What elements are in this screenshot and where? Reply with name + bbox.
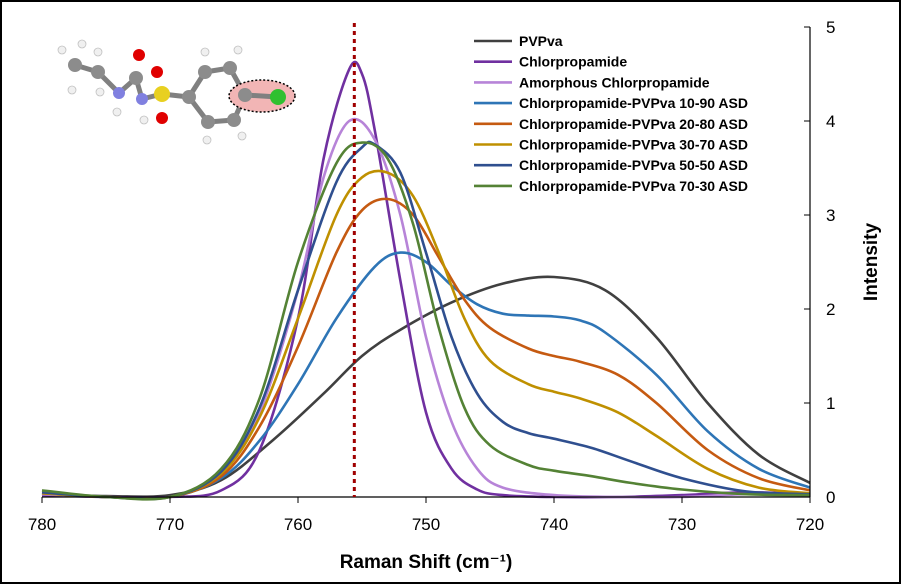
y-tick-label: 0 bbox=[826, 488, 835, 507]
legend-label: Chlorpropamide-PVPva 10-90 ASD bbox=[519, 95, 748, 111]
series-line-6 bbox=[41, 169, 811, 501]
carbon-atom bbox=[91, 65, 105, 79]
y-tick-label: 4 bbox=[826, 112, 835, 131]
x-tick-label: 750 bbox=[412, 515, 440, 534]
x-tick-label: 720 bbox=[796, 515, 824, 534]
legend-label: Chlorpropamide-PVPva 50-50 ASD bbox=[519, 157, 748, 173]
series-line-3 bbox=[41, 117, 811, 501]
carbon-atom bbox=[201, 115, 215, 129]
molecule-inset bbox=[57, 39, 296, 145]
carbon-atom bbox=[198, 65, 212, 79]
sulfur-atom bbox=[154, 86, 170, 102]
carbon-atom bbox=[223, 61, 237, 75]
carbon-atom bbox=[238, 88, 252, 102]
x-tick-label: 740 bbox=[540, 515, 568, 534]
carbon-atom bbox=[129, 71, 143, 85]
y-axis-title: Intensity bbox=[861, 223, 882, 302]
y-tick-label: 3 bbox=[826, 206, 835, 225]
series-line-1 bbox=[41, 275, 811, 498]
nitrogen-atom bbox=[136, 93, 148, 105]
y-tick-label: 1 bbox=[826, 394, 835, 413]
y-tick-label: 5 bbox=[826, 18, 835, 37]
legend-label: Chlorpropamide-PVPva 20-80 ASD bbox=[519, 116, 748, 132]
x-tick-label: 780 bbox=[28, 515, 56, 534]
carbon-atom bbox=[227, 113, 241, 127]
hydrogen-atoms bbox=[57, 39, 247, 145]
nitrogen-atom bbox=[113, 87, 125, 99]
series-line-8 bbox=[41, 141, 811, 501]
oxygen-atom bbox=[156, 112, 168, 124]
legend-label: Amorphous Chlorpropamide bbox=[519, 74, 710, 90]
legend-label: PVPva bbox=[519, 33, 563, 49]
oxygen-atom bbox=[133, 49, 145, 61]
x-tick-label: 770 bbox=[156, 515, 184, 534]
chlorine-atom bbox=[270, 89, 286, 105]
carbon-atom bbox=[68, 58, 82, 72]
y-tick-label: 2 bbox=[826, 300, 835, 319]
x-axis-title: Raman Shift (cm⁻¹) bbox=[340, 552, 513, 573]
series-line-5 bbox=[41, 197, 811, 500]
series-line-7 bbox=[41, 140, 811, 501]
series-layer bbox=[41, 60, 811, 501]
x-tick-label: 730 bbox=[668, 515, 696, 534]
legend-label: Chlorpropamide bbox=[519, 54, 627, 70]
legend-label: Chlorpropamide-PVPva 70-30 ASD bbox=[519, 178, 748, 194]
oxygen-atom bbox=[151, 66, 163, 78]
carbon-atom bbox=[182, 90, 196, 104]
legend-label: Chlorpropamide-PVPva 30-70 ASD bbox=[519, 137, 748, 153]
x-tick-label: 760 bbox=[284, 515, 312, 534]
